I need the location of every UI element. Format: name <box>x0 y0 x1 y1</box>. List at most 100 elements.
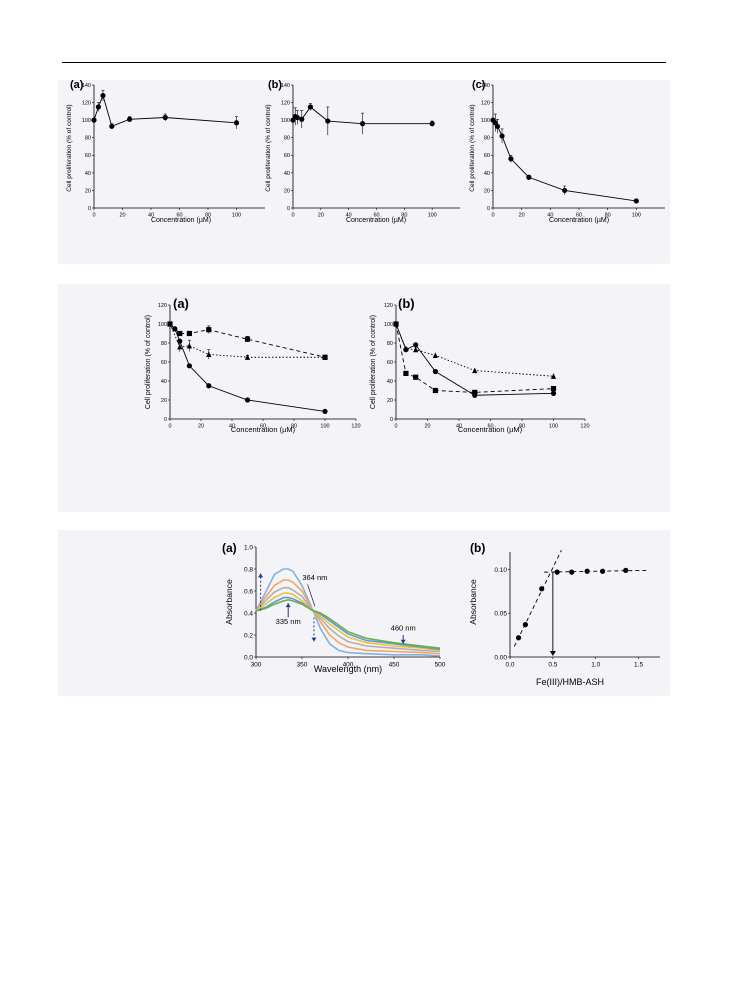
p1a-x-tick-label: 60 <box>176 213 182 219</box>
p2a-data-point <box>244 397 251 403</box>
p2b-data-point <box>403 347 409 353</box>
p3a-y-tick-label: 1.0 <box>244 544 253 551</box>
p3b-x-tick-label: 0.5 <box>548 662 557 669</box>
p3a-x-tick-label: 300 <box>251 662 262 669</box>
p2b-data-point <box>432 352 438 358</box>
p1c-data-point <box>633 198 639 204</box>
p3a-panel-label: (a) <box>222 541 237 555</box>
p1c-y-tick-label: 100 <box>481 118 490 124</box>
p1b-x-tick-label: 40 <box>346 213 352 219</box>
p1a-series-0-line <box>93 94 237 127</box>
p2a-x-tick-label: 60 <box>260 424 266 430</box>
p2a-data-point <box>206 351 212 357</box>
p1b-data-point <box>307 104 313 110</box>
p2a-data-point <box>244 336 251 342</box>
p1c-x-tick-label: 0 <box>491 213 494 219</box>
p2b-data-point <box>472 367 478 374</box>
p2a-data-point <box>206 383 212 389</box>
p1b-x-tick-label: 0 <box>291 213 294 219</box>
figure-2-background <box>58 284 670 512</box>
p2a-x-tick-label: 120 <box>351 424 360 430</box>
p2b-data-point <box>393 321 399 327</box>
p1c-x-tick-label: 100 <box>632 213 641 219</box>
p3a-arrow-down-head <box>311 637 317 642</box>
p1a-data-point <box>162 114 168 121</box>
p1a-data-point <box>127 116 133 122</box>
p2b-data-point <box>472 389 478 395</box>
p2a-data-point <box>177 330 183 337</box>
p3b-x-tick-label: 1.0 <box>591 662 600 669</box>
p2b-y-tick-label: 120 <box>384 303 393 309</box>
p2b-y-tick-label: 80 <box>387 341 393 347</box>
p3a-y-tick-label: 0.8 <box>244 566 253 573</box>
p1b-y-tick-label: 40 <box>284 171 290 177</box>
p2a-data-point <box>322 408 328 414</box>
p2a-data-point <box>186 342 192 349</box>
p1a-y-axis-label: Cell proliferation (% of control) <box>66 104 73 191</box>
p2b-data-point <box>550 373 557 379</box>
p2b-y-tick-label: 60 <box>387 360 393 366</box>
p3b-x-tick-label: 0.0 <box>505 662 514 669</box>
p1b-y-tick-label: 20 <box>284 188 290 194</box>
p3a-annotation: 364 nm <box>302 573 327 582</box>
p1c-data-point <box>508 156 514 162</box>
p2a-y-tick-label: 40 <box>161 379 167 385</box>
p2a-data-point <box>322 354 328 360</box>
p2b-x-tick-label: 20 <box>424 424 430 430</box>
p3b-data-point <box>623 567 629 573</box>
p2b-x-tick-label: 80 <box>519 424 525 430</box>
p3b-data-point <box>584 568 590 574</box>
p1a-panel-label: (a) <box>70 79 84 91</box>
p1a-y-tick-label: 20 <box>85 188 91 194</box>
p2b-data-point <box>432 387 438 394</box>
p2b-series-1-line <box>395 323 554 396</box>
p2a-panel-label: (a) <box>173 296 189 311</box>
p2a-data-point <box>177 343 183 350</box>
p3a-arrow-335-head <box>285 603 291 608</box>
p2b-x-axis-label: Concentration (µM) <box>458 425 523 434</box>
p2b-x-tick-label: 0 <box>394 424 397 430</box>
p1b-y-tick-label: 60 <box>284 153 290 159</box>
p3b-y-tick-label: 0.00 <box>494 654 507 661</box>
p2a-data-point <box>206 327 212 333</box>
p3a-series-0-line <box>255 568 441 657</box>
p3a-x-axis-label: Wavelength (nm) <box>314 664 382 674</box>
p3a-y-axis-label: Absorbance <box>224 579 234 625</box>
p3a-x-tick-label: 350 <box>297 662 308 669</box>
p3a-series-3-line <box>255 592 441 652</box>
p1b-x-tick-label: 80 <box>401 213 407 219</box>
p1b-y-tick-label: 0 <box>287 206 290 212</box>
p2a-x-axis-label: Concentration (µM) <box>231 425 296 434</box>
p2a-data-point <box>186 330 192 337</box>
p1b-data-point <box>299 116 305 122</box>
p1c-y-tick-label: 0 <box>487 206 490 212</box>
p1a-x-axis-label: Concentration (µM) <box>151 217 211 224</box>
p2a-x-tick-label: 80 <box>291 424 297 430</box>
p2a-y-tick-label: 0 <box>164 417 167 423</box>
p3b-data-point <box>539 586 545 592</box>
p1c-y-tick-label: 80 <box>484 136 490 142</box>
p3b-y-tick-label: 0.10 <box>494 567 507 574</box>
p2a-data-point <box>172 326 178 332</box>
p1b-y-tick-label: 100 <box>281 118 290 124</box>
p1c-data-point <box>526 174 532 180</box>
p3a-series-5-line <box>255 598 441 649</box>
p2b-data-point <box>432 368 438 375</box>
p3a-annotation: 335 nm <box>276 617 301 626</box>
p3b-data-point <box>515 635 522 641</box>
p2a-x-tick-label: 100 <box>320 424 329 430</box>
p1b-x-tick-label: 20 <box>318 213 324 219</box>
p1a-y-tick-label: 60 <box>85 153 91 159</box>
p1a-data-point <box>100 92 106 99</box>
p1c-x-tick-label: 60 <box>576 213 582 219</box>
p3b-data-point <box>599 568 606 574</box>
p1c-y-tick-label: 120 <box>481 100 490 106</box>
p1b-panel-label: (b) <box>268 79 282 91</box>
figure-1-background <box>58 80 670 264</box>
p1c-y-tick-label: 20 <box>484 188 490 194</box>
p2a-data-point <box>167 321 173 327</box>
p1c-x-tick-label: 80 <box>605 213 611 219</box>
p3a-x-tick-label: 500 <box>435 662 446 669</box>
p1a-y-tick-label: 80 <box>85 136 91 142</box>
p3a-y-tick-label: 0.2 <box>244 632 253 639</box>
